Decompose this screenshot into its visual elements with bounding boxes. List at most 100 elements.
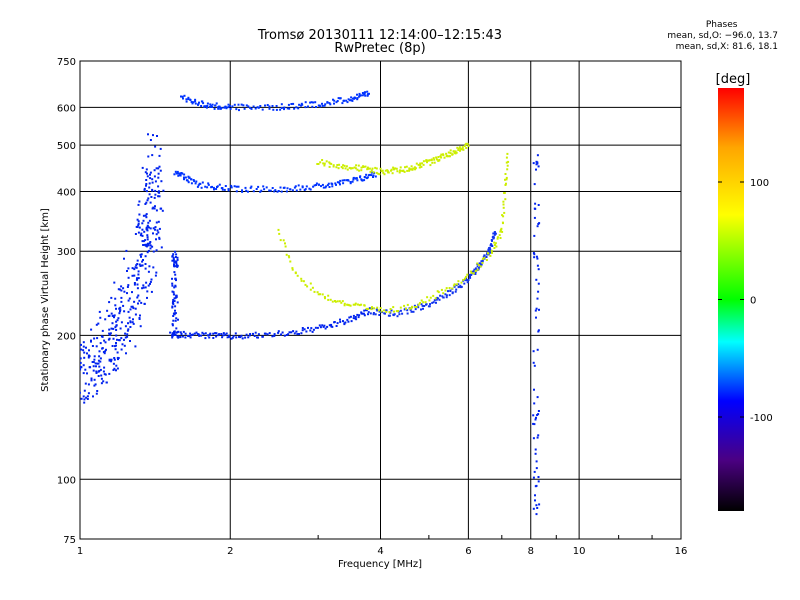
point-o-2hop (327, 182, 330, 185)
point-f1-o (339, 318, 341, 321)
point-x-2hop (328, 161, 331, 164)
point-f2-x-lower (453, 283, 456, 286)
point-o-2hop (359, 175, 362, 178)
point-e-layer (140, 301, 143, 304)
point-f1-o (287, 333, 290, 336)
point-f2-o-lower (491, 244, 494, 247)
point-f1-o (182, 330, 185, 333)
point-o-3hop (319, 105, 322, 108)
point-f2-x-lower (481, 257, 484, 260)
point-o-2hop (227, 189, 230, 192)
point-vertical-line-8-2 (533, 388, 535, 391)
point-f1-o (300, 332, 303, 335)
point-o-2hop (273, 190, 276, 193)
point-e-layer (158, 154, 161, 157)
x-tick-label: 1 (77, 546, 83, 557)
point-e-layer (114, 348, 117, 351)
point-f1-o (196, 333, 199, 335)
point-x-2hop (461, 148, 464, 151)
point-o-2hop (204, 185, 207, 188)
point-f1-o (215, 335, 218, 338)
point-e-layer (146, 175, 149, 178)
point-e-layer (98, 355, 101, 358)
point-f2-o-lower (469, 276, 471, 279)
point-f1-o (245, 333, 248, 336)
point-o-3hop (358, 92, 361, 95)
point-x-2hop (415, 162, 418, 165)
point-f1-o (215, 332, 218, 335)
point-e-layer (115, 320, 118, 323)
point-vertical-spread-1-5 (174, 334, 177, 336)
point-x-2hop (343, 164, 346, 167)
point-e-layer (145, 183, 148, 185)
point-x-2hop (390, 168, 393, 171)
point-e-layer (151, 154, 154, 157)
point-o-2hop (365, 173, 368, 176)
point-e-layer (114, 326, 117, 329)
point-f2-x-lower (395, 310, 398, 313)
point-e-layer (160, 246, 163, 249)
point-f1-o (180, 333, 183, 335)
point-e-layer (144, 286, 147, 289)
point-e-layer (98, 365, 101, 368)
point-e-layer (142, 214, 145, 217)
point-e-layer (149, 173, 151, 176)
point-f1-o (197, 333, 200, 336)
point-f2-o-lower (469, 275, 471, 278)
point-f2-o-lower (413, 304, 416, 307)
point-x-2hop (454, 150, 457, 153)
point-o-2hop (206, 186, 209, 189)
point-f2-o-lower (481, 259, 484, 262)
point-f1-o (309, 329, 312, 332)
point-e-layer (136, 296, 139, 299)
point-f2-o-lower (435, 301, 437, 304)
point-f2-x-lower (419, 302, 422, 304)
point-x-2hop (353, 166, 356, 169)
point-f1-o (319, 326, 322, 329)
point-x-2hop (322, 162, 325, 165)
point-f2-x-lower (420, 299, 423, 302)
point-f2-o-lower (459, 284, 462, 287)
point-e-layer (135, 266, 138, 269)
point-x-2hop (449, 152, 452, 155)
point-e-layer (95, 323, 98, 326)
point-vertical-spread-1-5 (174, 305, 177, 308)
point-e-layer (140, 255, 142, 258)
point-e-layer (140, 253, 143, 256)
point-f2-o-lower (369, 312, 372, 315)
point-o-3hop (205, 105, 208, 108)
point-o-3hop (220, 107, 223, 109)
x-tick-label: 16 (675, 546, 688, 557)
point-f2-x-lower (336, 300, 339, 303)
point-f1-o (209, 332, 212, 335)
point-e-layer (126, 270, 128, 272)
point-f2-x-lower (478, 264, 480, 267)
point-e-layer (139, 234, 142, 237)
point-e-layer (138, 263, 141, 266)
point-o-2hop (289, 188, 292, 191)
point-x-2hop (421, 162, 424, 165)
point-e-layer (136, 259, 139, 262)
point-o-2hop (249, 186, 252, 189)
point-f2-x-lower (503, 192, 506, 194)
point-o-3hop (208, 105, 211, 108)
point-o-3hop (206, 102, 209, 105)
point-e-layer (108, 332, 111, 335)
point-vertical-spread-1-5 (174, 250, 177, 253)
point-e-layer (148, 182, 151, 185)
point-f2-x-lower (410, 307, 413, 310)
point-e-layer (103, 373, 106, 376)
point-f2-x-lower (481, 261, 484, 264)
point-o-3hop (227, 106, 230, 109)
point-e-layer (155, 209, 158, 212)
point-f1-o (288, 331, 291, 334)
point-vertical-spread-1-5 (174, 319, 177, 322)
point-f2-x-lower (403, 304, 406, 307)
point-o-2hop (325, 185, 328, 188)
point-o-3hop (218, 105, 221, 108)
point-e-layer (108, 334, 111, 336)
point-e-layer (119, 306, 122, 309)
point-e-layer (157, 167, 160, 170)
point-e-layer (94, 362, 97, 365)
point-x-2hop (379, 167, 382, 170)
